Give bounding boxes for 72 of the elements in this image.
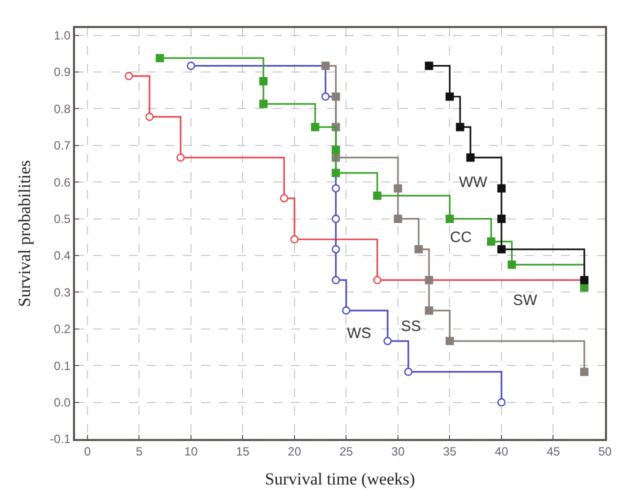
series-label: SS: [401, 318, 422, 335]
series-label: CC: [450, 229, 472, 246]
y-tick-label: 1.0: [54, 28, 71, 43]
point: [259, 77, 268, 86]
y-tick-label: -0.1: [50, 432, 71, 446]
x-tick-label: 25: [340, 444, 354, 458]
point: [446, 92, 454, 101]
y-tick-label: 0.7: [54, 138, 71, 153]
point: [342, 306, 350, 315]
point: [373, 276, 382, 284]
point: [259, 100, 268, 108]
x-tick-label: 15: [236, 444, 250, 458]
point: [290, 235, 299, 244]
y-tick-label: 0.2: [54, 322, 71, 336]
point: [486, 237, 496, 246]
point: [321, 62, 330, 70]
point: [156, 54, 164, 62]
y-tick-label: 0.1: [54, 358, 71, 373]
x-tick-label: 35: [443, 444, 457, 458]
point: [373, 192, 382, 200]
x-tick-label: 50: [598, 444, 612, 458]
x-axis-title: Survival time (weeks): [264, 469, 416, 488]
point: [497, 245, 506, 254]
series-label: WS: [347, 325, 372, 342]
point: [404, 368, 412, 376]
point: [394, 214, 402, 223]
point: [508, 260, 516, 269]
point: [456, 122, 464, 132]
point: [497, 398, 506, 406]
point: [332, 245, 340, 254]
point: [446, 336, 454, 346]
point: [497, 184, 506, 193]
y-tick-label: 0.0: [54, 396, 71, 410]
y-tick-label: 0.9: [54, 65, 71, 80]
point: [466, 153, 475, 162]
point: [446, 214, 454, 223]
x-tick-label: 20: [288, 444, 302, 458]
series-label: SW: [513, 292, 538, 309]
point: [321, 92, 330, 101]
point: [580, 368, 588, 376]
point: [332, 92, 340, 101]
point: [124, 72, 133, 80]
y-tick-label: 0.8: [54, 102, 71, 116]
x-tick-label: 5: [136, 444, 143, 458]
x-tick-label: 0: [84, 444, 92, 458]
point: [424, 276, 434, 284]
point: [186, 62, 196, 70]
point: [332, 214, 340, 223]
point: [394, 184, 402, 193]
y-tick-label: 0.5: [54, 212, 71, 226]
x-tick-label: 10: [184, 444, 198, 458]
point: [497, 214, 506, 223]
point: [414, 245, 423, 254]
y-axis-title: Survival probabilities: [14, 160, 34, 307]
series-label: WW: [459, 174, 488, 191]
y-tick-label: 0.3: [54, 285, 71, 300]
point: [383, 336, 392, 346]
point: [332, 184, 340, 193]
x-tick-label: 30: [391, 444, 405, 458]
point: [176, 153, 185, 162]
point: [424, 306, 434, 315]
point: [280, 194, 288, 202]
point: [424, 62, 434, 70]
y-tick-label: 0.6: [54, 175, 71, 190]
point: [145, 112, 154, 121]
point: [332, 276, 340, 284]
point: [332, 168, 340, 178]
point: [332, 146, 340, 154]
x-tick-label: 45: [546, 444, 560, 458]
point: [311, 122, 320, 132]
y-tick-label: 0.4: [54, 248, 71, 263]
x-tick-label: 40: [494, 444, 508, 458]
